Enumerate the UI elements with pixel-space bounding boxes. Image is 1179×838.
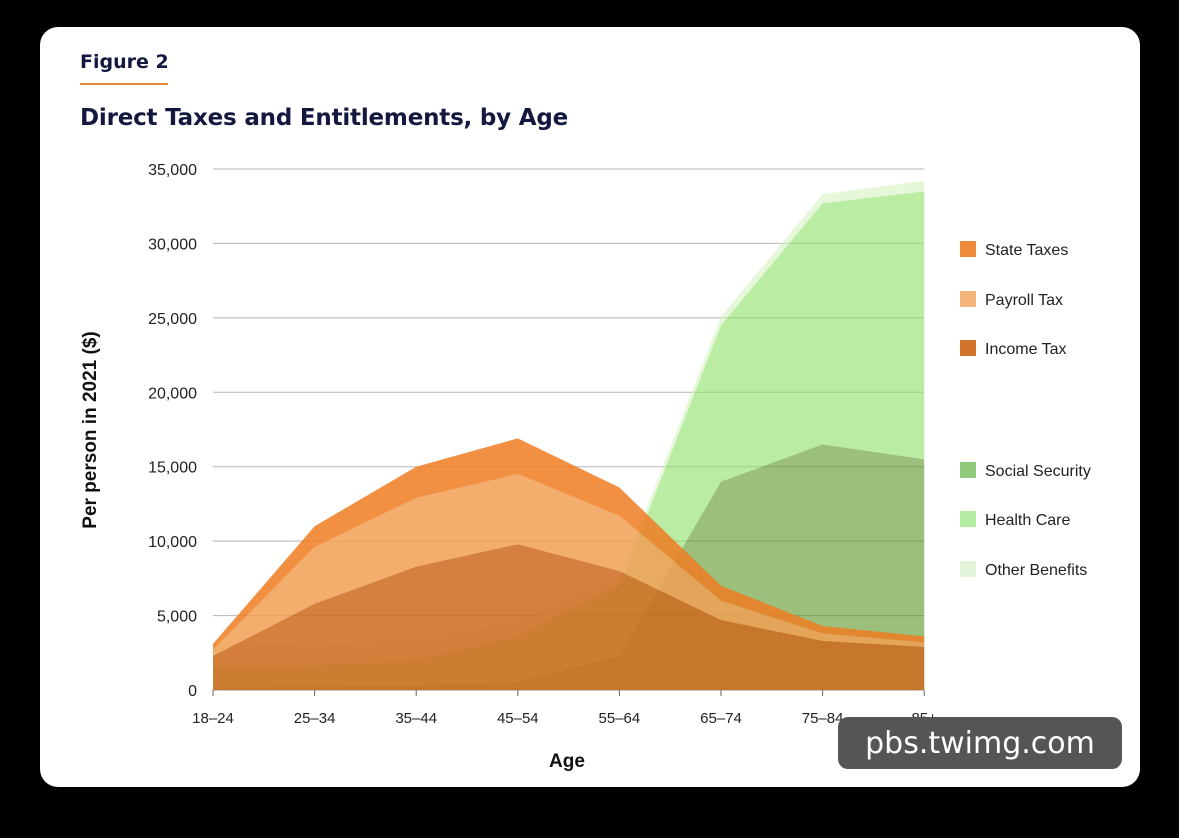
y-tick-label: 15,000 (148, 460, 197, 477)
y-tick-label: 5,000 (157, 609, 197, 626)
legend-label-payroll-tax: Payroll Tax (985, 292, 1063, 309)
chart-title: Direct Taxes and Entitlements, by Age (80, 105, 569, 131)
y-tick-label: 20,000 (148, 385, 197, 402)
x-tick-label: 65–74 (700, 710, 742, 727)
legend-swatch-health-care (960, 511, 976, 527)
legend-label-state-taxes: State Taxes (985, 242, 1068, 259)
legend-swatch-other-benefits (960, 561, 976, 577)
legend-label-social-security: Social Security (985, 463, 1091, 480)
figure-label-underline (80, 83, 168, 85)
axes: 0 5,000 10,000 15,000 20,000 25,000 30,000 35,0… (80, 162, 937, 772)
legend-swatch-social-security (960, 462, 976, 478)
y-tick-label: 30,000 (148, 236, 197, 253)
x-tick-label: 25–34 (294, 710, 336, 727)
x-tick-label: 55–64 (599, 710, 641, 727)
x-tick-label: 75–84 (802, 710, 844, 727)
legend-label-health-care: Health Care (985, 512, 1070, 529)
x-tick-label: 35–44 (395, 710, 437, 727)
y-axis-label: Per person in 2021 ($) (80, 331, 101, 528)
x-tick-label: 18–24 (192, 710, 234, 727)
x-axis-label: Age (549, 751, 585, 772)
area-payroll-tax (213, 474, 925, 656)
legend: State Taxes Payroll Tax Income Tax Social S… (960, 241, 1091, 579)
y-tick-label: 25,000 (148, 311, 197, 328)
area-series (213, 180, 925, 690)
area-income-tax (213, 544, 925, 690)
x-tick-label: 45–54 (497, 710, 539, 727)
y-tick-label: 10,000 (148, 534, 197, 551)
y-tick-label: 0 (188, 683, 197, 700)
legend-label-income-tax: Income Tax (985, 341, 1067, 358)
figure-label: Figure 2 (80, 51, 169, 73)
watermark-badge: pbs.twimg.com (838, 717, 1122, 769)
legend-label-other-benefits: Other Benefits (985, 562, 1087, 579)
legend-swatch-payroll-tax (960, 291, 976, 307)
area-state-taxes (213, 438, 925, 650)
area-health-care (213, 191, 925, 689)
legend-swatch-state-taxes (960, 241, 976, 257)
y-tick-label: 35,000 (148, 162, 197, 179)
legend-swatch-income-tax (960, 340, 976, 356)
